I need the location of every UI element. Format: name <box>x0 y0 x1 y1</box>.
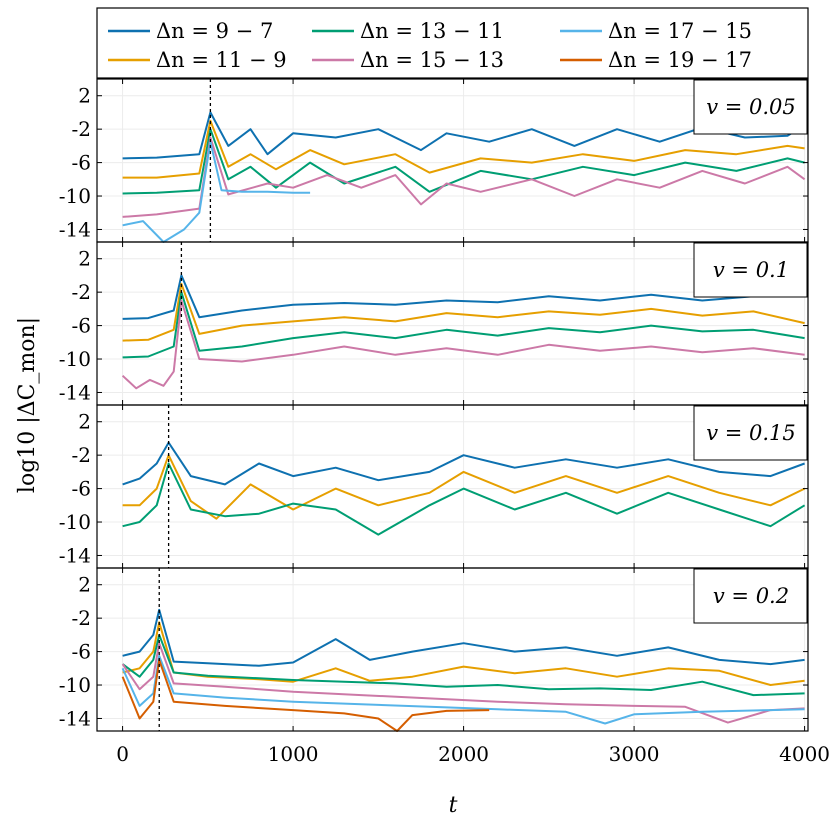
series-line-1-2 <box>122 119 805 179</box>
y-tick-label: -14 <box>59 380 91 404</box>
x-tick-label: 4000 <box>779 742 830 766</box>
series-line-2-1 <box>122 274 805 320</box>
legend-label-5: Δn = 17 − 15 <box>608 19 752 43</box>
series-line-1-4 <box>122 136 806 218</box>
panel-label-box <box>693 242 808 298</box>
y-tick-label: -10 <box>59 510 91 534</box>
y-tick-label: -14 <box>59 706 91 730</box>
panel-1: 2 -2 -6 -10 -14 v = 0.05 <box>59 78 809 243</box>
y-tick-label: -6 <box>72 477 91 501</box>
legend: Δn = 9 − 7 Δn = 11 − 9 Δn = 13 − 11 Δn =… <box>96 7 809 79</box>
series-line-2-2 <box>122 282 805 342</box>
legend-box <box>96 7 809 79</box>
y-axis-label: log10 |ΔC_mon| <box>15 317 40 493</box>
y-tick-label: -10 <box>59 673 91 697</box>
x-axis: 0 1000 2000 3000 4000 <box>116 742 830 766</box>
panel-label: v = 0.2 <box>713 584 789 608</box>
y-tick-label: -6 <box>72 314 91 338</box>
series-line-4-3 <box>122 633 805 697</box>
legend-label-6: Δn = 19 − 17 <box>608 48 752 72</box>
legend-label-3: Δn = 13 − 11 <box>360 19 504 43</box>
y-tick-label: -6 <box>72 640 91 664</box>
panel-frame <box>96 567 809 732</box>
y-tick-label: 2 <box>78 573 91 597</box>
x-tick-label: 3000 <box>609 742 660 766</box>
x-tick-label: 2000 <box>438 742 489 766</box>
y-tick-label: -2 <box>72 117 91 141</box>
y-tick-label: -14 <box>59 217 91 241</box>
panel-label: v = 0.15 <box>706 421 796 445</box>
x-axis-label: t <box>449 793 458 818</box>
panel-label-box <box>693 568 808 624</box>
y-tick-label: -2 <box>72 443 91 467</box>
series-line-2-3 <box>122 291 805 359</box>
series-line-4-4 <box>121 642 805 724</box>
x-tick-label: 1000 <box>268 742 319 766</box>
y-tick-label: -2 <box>72 280 91 304</box>
y-tick-label: -10 <box>59 347 91 371</box>
y-tick-label: 2 <box>78 84 91 108</box>
panel-4: 2 -2 -6 -10 -14 v = 0.2 <box>59 567 809 732</box>
series-line-1-1 <box>122 111 806 160</box>
legend-label-4: Δn = 15 − 13 <box>360 48 504 72</box>
series-line-4-1 <box>122 608 805 667</box>
panel-label-box <box>693 79 808 135</box>
panel-label: v = 0.05 <box>706 95 796 119</box>
y-tick-label: -2 <box>72 606 91 630</box>
panel-label: v = 0.1 <box>713 258 789 282</box>
plot-panels: 2 -2 -6 -10 -14 v = 0.05 2 -2 -6 -10 -14 v = 0.1 2 -2… <box>59 78 809 732</box>
legend-label-2: Δn = 11 − 9 <box>156 48 287 72</box>
series-line-2-4 <box>121 299 805 390</box>
y-tick-label: -6 <box>72 151 91 175</box>
y-tick-label: 2 <box>78 247 91 271</box>
y-tick-label: 2 <box>78 410 91 434</box>
panel-2: 2 -2 -6 -10 -14 v = 0.1 <box>59 241 809 406</box>
panel-3: 2 -2 -6 -10 -14 v = 0.15 <box>59 404 809 569</box>
x-tick-label: 0 <box>116 742 129 766</box>
legend-label-1: Δn = 9 − 7 <box>156 19 273 43</box>
panel-label-box <box>693 405 808 461</box>
series-line-3-3 <box>122 462 806 536</box>
y-tick-label: -10 <box>59 184 91 208</box>
y-tick-label: -14 <box>59 543 91 567</box>
series-line-4-6 <box>121 658 490 732</box>
